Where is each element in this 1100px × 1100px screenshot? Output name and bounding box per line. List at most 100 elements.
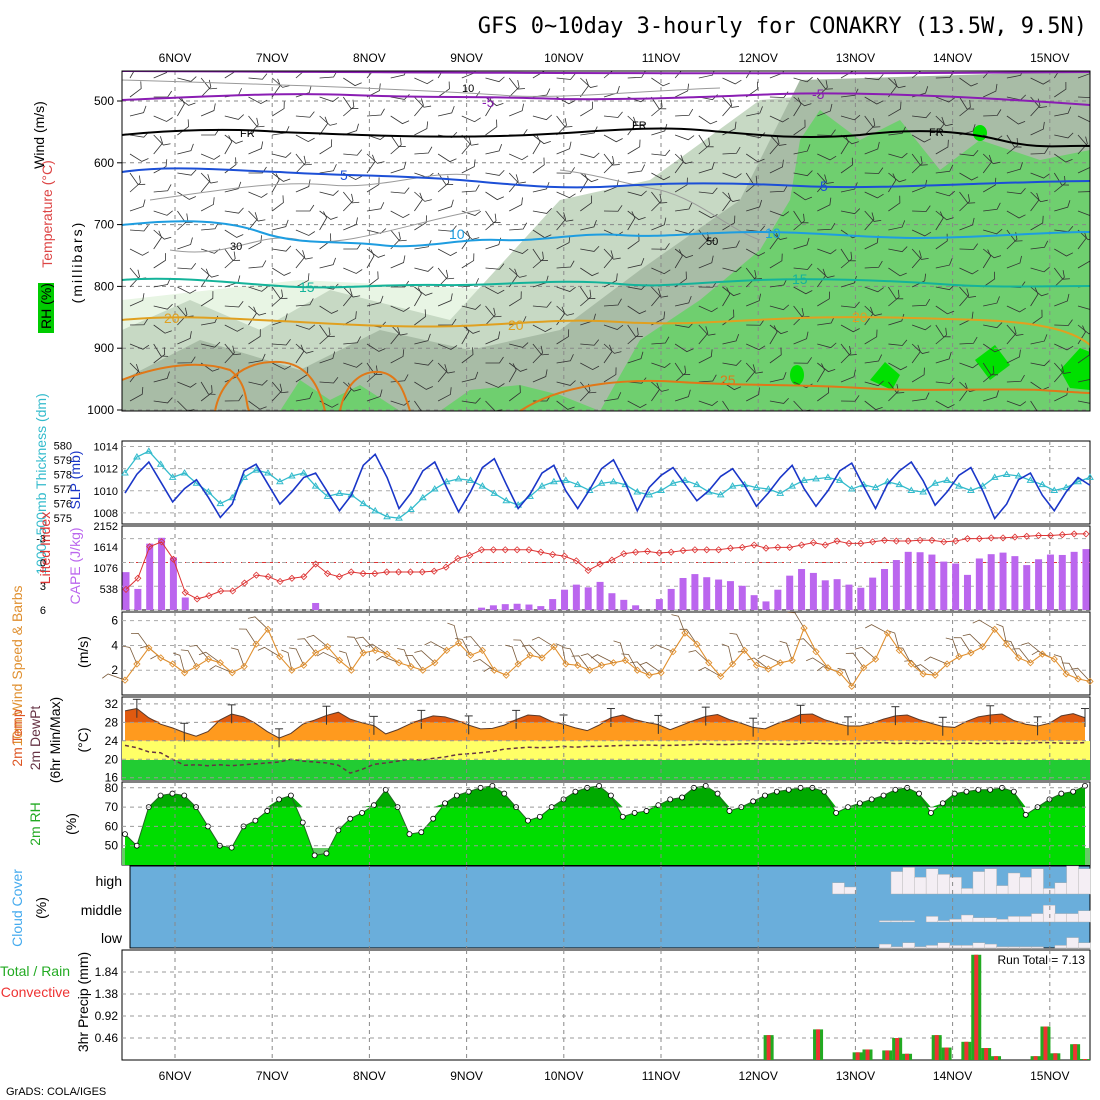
cape-tick-label: 1076 (94, 563, 118, 575)
wind-barb (1077, 325, 1086, 345)
wind10-barb (531, 636, 555, 648)
thickness-point (1014, 471, 1023, 479)
wind-barb (461, 230, 471, 250)
cloud-high-bar (1031, 868, 1044, 895)
upper-air-pressure-ticks: 500 600 700 800 900 1000 (87, 94, 122, 417)
cape-bar (478, 607, 486, 610)
rh2m-point (323, 850, 330, 857)
contour-label-20-c: 20 (852, 309, 868, 325)
cape-tick-label: 538 (100, 584, 118, 596)
cloud-low-bar (984, 943, 997, 949)
cloud-low-bar (914, 946, 927, 949)
ylabel-wind10: 10m Wind Speed & Barbs (9, 585, 25, 746)
wind-barb (556, 191, 576, 199)
cape-bar (975, 558, 983, 610)
wind-barb (603, 205, 623, 212)
wind-barb (1030, 121, 1045, 136)
wind-barb (722, 191, 740, 202)
wind-barb (153, 134, 171, 146)
wind-barb (295, 229, 316, 236)
wind-barb (390, 374, 409, 383)
wind-barb (200, 174, 211, 193)
wind-barb (722, 96, 740, 108)
wind-barb (793, 119, 806, 136)
wind-barb (248, 73, 268, 80)
wind-barb (935, 115, 954, 127)
wind-barb (437, 267, 455, 280)
wind-barb (177, 307, 188, 326)
wind-barb (177, 96, 196, 106)
wind-barb (769, 253, 783, 269)
wind-barb (722, 146, 741, 155)
date-label-bottom-15NOV: 15NOV (1030, 1069, 1069, 1083)
li-point (928, 536, 936, 544)
wind-barb (627, 305, 647, 315)
rh2m-point (939, 800, 946, 807)
li-point (572, 557, 580, 565)
wind10-point (490, 666, 498, 674)
wind10-panel-frame (121, 611, 1091, 696)
wind-barb (1006, 400, 1027, 407)
temp-contour-5 (122, 167, 1090, 189)
wind-barb (343, 381, 361, 392)
date-label-bottom-12NOV: 12NOV (739, 1069, 778, 1083)
ylabel-temperature: Temperature (°C) (39, 160, 55, 268)
wind-barb (698, 400, 719, 407)
ylabel-2m-dewpt: 2m DewPt (27, 706, 43, 771)
pressure-tick-label: 700 (94, 218, 114, 232)
wind-barb (532, 181, 550, 193)
cloud-series (832, 865, 1091, 949)
wind-barb (509, 103, 525, 117)
wind10-barb (102, 673, 126, 681)
wind-barb (1053, 364, 1064, 383)
wind-barb (935, 377, 955, 384)
li-point (750, 541, 758, 549)
thickness-point (204, 487, 213, 495)
wind-barb (840, 114, 861, 121)
cape-bar (489, 605, 497, 610)
wind-barb (817, 129, 836, 136)
cape-tick-label: 1614 (94, 542, 118, 554)
wind-barb (793, 144, 811, 155)
wind-barb (295, 134, 315, 143)
li-point (240, 579, 249, 587)
wind10-barb (198, 651, 221, 664)
wind-barb (556, 210, 574, 222)
cloud-middle-bar (996, 919, 1009, 923)
wind-barb (1006, 374, 1025, 383)
wind-barb (319, 257, 336, 269)
wind10-barb (172, 652, 185, 673)
li-point (715, 546, 723, 554)
wind-barb (722, 98, 733, 117)
contour-label-20-a: 20 (164, 310, 180, 326)
wind-barb (437, 71, 446, 79)
cape-bar (1011, 556, 1019, 610)
wind-barb (627, 211, 636, 231)
wind-barb (580, 289, 592, 307)
wind-barb (817, 316, 835, 326)
wind10-barb (796, 638, 817, 652)
li-point (477, 546, 486, 554)
wind-barb (532, 324, 552, 333)
thickness-point (275, 477, 284, 485)
wind-barb (248, 306, 257, 326)
wind10-barb (1012, 648, 1031, 664)
wind-barb (627, 164, 646, 174)
wind-barb (769, 229, 788, 240)
wind-barb (438, 225, 457, 232)
wind-barb (1030, 286, 1049, 297)
li-point (667, 548, 675, 556)
rh2m-point (276, 796, 282, 803)
cape-bar (549, 599, 557, 610)
wind-barb (698, 305, 718, 313)
wind-barb (722, 333, 740, 345)
wind10-tick-label: 4 (111, 638, 118, 652)
wind-barb (200, 77, 218, 90)
li-point (892, 537, 900, 545)
cloud-low-bar (1054, 945, 1068, 949)
wind-barb (556, 212, 567, 231)
li-point (1070, 530, 1078, 538)
wind-barb (817, 248, 837, 255)
rh2m-point (750, 798, 757, 805)
wind-barb (556, 115, 573, 128)
